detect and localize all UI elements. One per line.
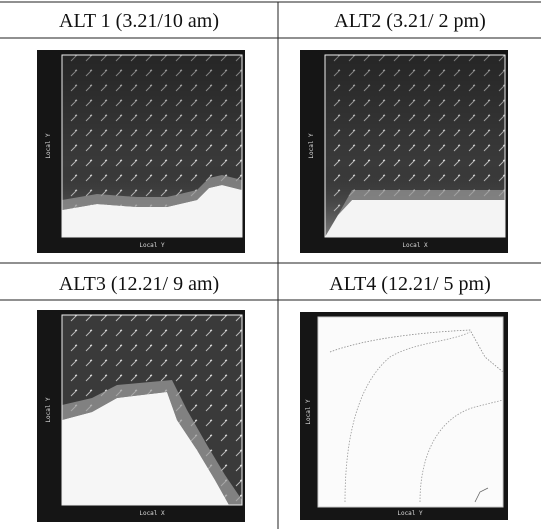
plot-border (61, 314, 243, 506)
transition (62, 175, 242, 210)
cell-title: ALT3 (12.21/ 9 am) (59, 273, 219, 295)
transition (62, 380, 242, 505)
panel-image: Local Y Local Y (37, 50, 245, 253)
x-label: Local Y (397, 510, 423, 517)
contour (474, 487, 489, 503)
contour (329, 329, 504, 373)
plot-border (324, 54, 506, 238)
y-label: Local Y (305, 399, 312, 425)
bright-region (62, 392, 229, 505)
x-label: Local Y (139, 242, 165, 249)
y-label: Local Y (45, 133, 52, 159)
y-label: Local Y (45, 397, 52, 423)
panel-image: Local Y Local Y (300, 312, 508, 520)
x-label: Local X (139, 510, 165, 517)
cell-title: ALT4 (12.21/ 5 pm) (329, 273, 490, 295)
contour (419, 399, 504, 503)
transition (338, 190, 505, 215)
plot-border (317, 316, 504, 508)
y-label: Local Y (308, 133, 315, 159)
bright-region (325, 200, 505, 237)
bright-region (62, 185, 242, 237)
contour (344, 331, 471, 503)
x-label: Local X (402, 242, 428, 249)
panel-image: Local X Local Y (300, 50, 508, 253)
cell-title: ALT2 (3.21/ 2 pm) (334, 10, 485, 32)
panel-image: Local X Local Y (37, 310, 245, 522)
cell-title: ALT 1 (3.21/10 am) (59, 10, 219, 32)
plot-border (61, 54, 243, 238)
plot-area (318, 317, 503, 507)
